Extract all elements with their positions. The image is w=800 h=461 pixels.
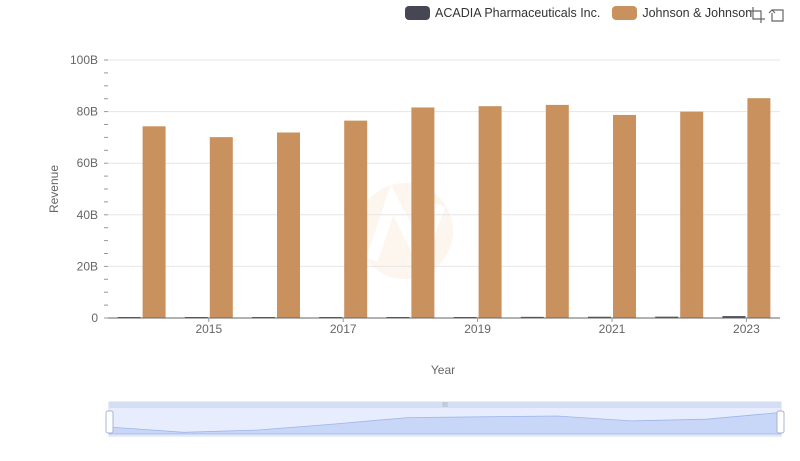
zoom-drag-handle[interactable]: III xyxy=(442,402,448,409)
legend-item-acadia[interactable]: ACADIA Pharmaceuticals Inc. xyxy=(405,6,600,20)
bar-jnj-2015[interactable] xyxy=(209,137,233,318)
legend-label-jnj: Johnson & Johnson xyxy=(642,6,753,20)
y-tick-label: 40B xyxy=(77,208,98,222)
y-tick-label: 20B xyxy=(77,259,98,273)
x-axis-title: Year xyxy=(431,363,455,377)
zoom-icon[interactable] xyxy=(748,6,766,24)
zoom-handle-left[interactable] xyxy=(105,410,114,434)
bar-jnj-2023[interactable] xyxy=(747,98,771,319)
x-tick-label: 2015 xyxy=(195,322,222,336)
bar-jnj-2014[interactable] xyxy=(142,126,166,318)
chart-toolbar xyxy=(746,6,786,24)
y-tick-label: 80B xyxy=(77,105,98,119)
legend: ACADIA Pharmaceuticals Inc. Johnson & Jo… xyxy=(405,4,764,22)
y-tick-label: 60B xyxy=(77,156,98,170)
x-tick-label: 2017 xyxy=(330,322,357,336)
x-tick-label: 2019 xyxy=(464,322,491,336)
watermark-logo xyxy=(357,183,453,279)
y-tick-label: 0 xyxy=(91,311,98,325)
bar-jnj-2016[interactable] xyxy=(277,132,300,318)
legend-item-jnj[interactable]: Johnson & Johnson xyxy=(612,6,752,20)
y-tick-label: 100B xyxy=(70,53,98,67)
bar-jnj-2017[interactable] xyxy=(344,120,368,318)
restore-icon[interactable] xyxy=(768,6,786,24)
legend-swatch-acadia xyxy=(405,6,430,20)
bar-jnj-2019[interactable] xyxy=(478,106,502,318)
bar-jnj-2021[interactable] xyxy=(613,114,636,318)
legend-label-acadia: ACADIA Pharmaceuticals Inc. xyxy=(435,6,601,20)
x-tick-label: 2023 xyxy=(733,322,760,336)
legend-swatch-jnj xyxy=(612,6,638,20)
y-axis-title: Revenue xyxy=(47,165,61,213)
bar-acadia-2022[interactable] xyxy=(655,316,679,318)
zoom-handle-right[interactable] xyxy=(776,410,785,434)
bar-acadia-2020[interactable] xyxy=(520,316,544,318)
bar-jnj-2022[interactable] xyxy=(680,111,704,319)
data-zoom-slider[interactable]: III xyxy=(105,401,785,437)
bar-acadia-2021[interactable] xyxy=(588,316,611,318)
x-tick-label: 2021 xyxy=(599,322,626,336)
zoom-top-bar[interactable] xyxy=(109,402,781,408)
bar-jnj-2020[interactable] xyxy=(545,104,569,318)
bar-jnj-2018[interactable] xyxy=(411,107,435,318)
bar-acadia-2023[interactable] xyxy=(722,316,746,318)
